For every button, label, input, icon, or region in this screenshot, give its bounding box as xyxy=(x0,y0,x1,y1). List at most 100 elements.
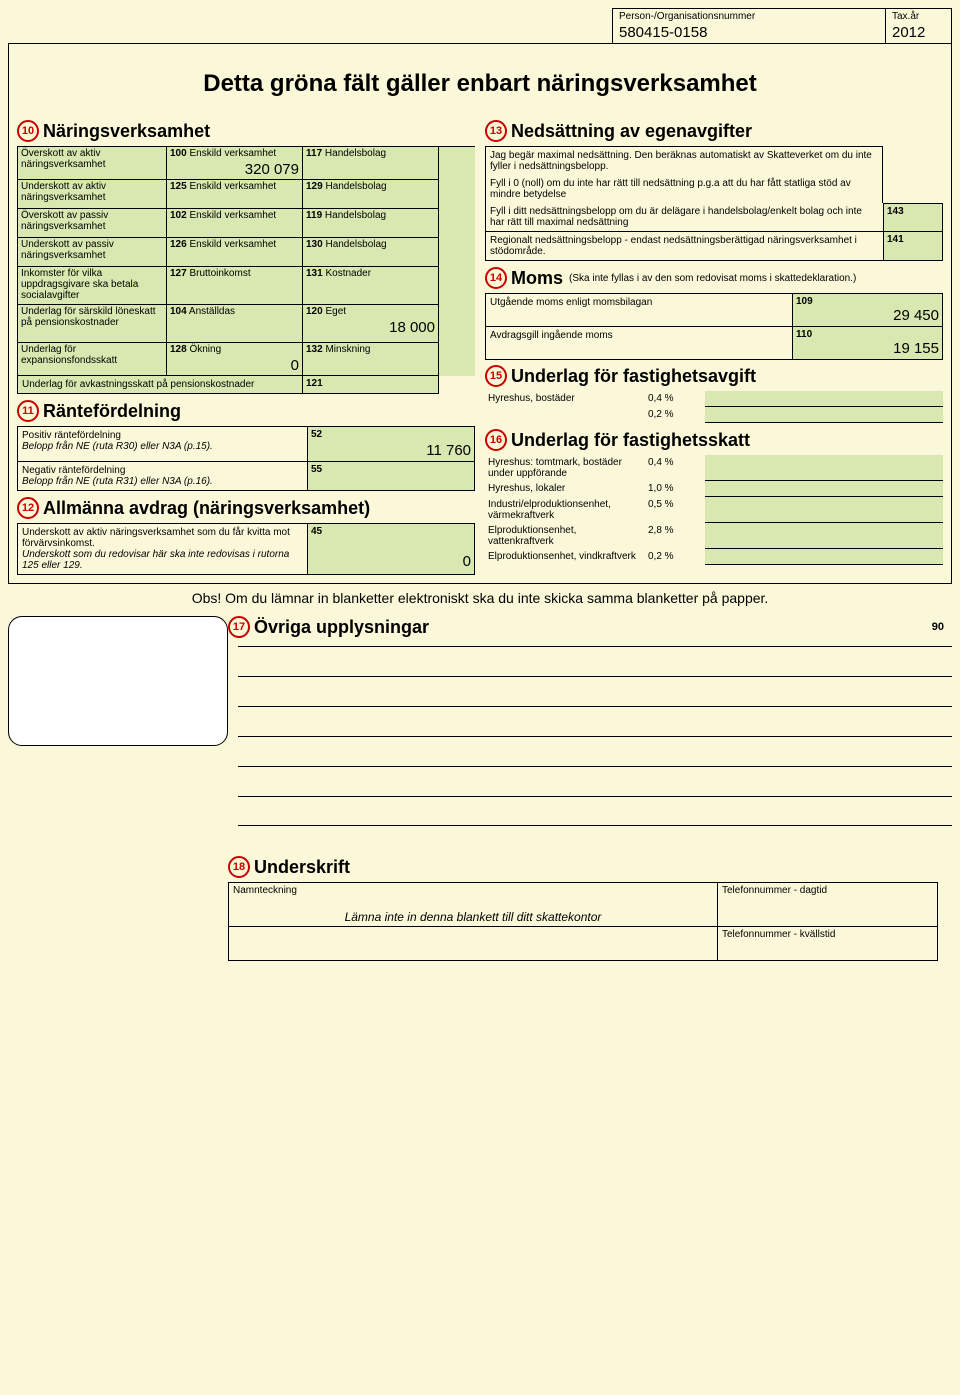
s18-tel2[interactable]: Telefonnummer - kvällstid xyxy=(717,926,937,960)
s16-field[interactable] xyxy=(705,455,943,481)
section-15-title: Underlag för fastighetsavgift xyxy=(511,366,756,387)
s13-p4: Regionalt nedsättningsbelopp - endast ne… xyxy=(485,232,883,261)
section-14-number: 14 xyxy=(485,267,507,289)
s11-neg-field[interactable]: 55 xyxy=(307,461,475,491)
s13-code-143[interactable]: 143 xyxy=(883,203,943,232)
s16-grid: Hyreshus: tomtmark, bostäder under uppfö… xyxy=(485,455,943,565)
section-16-number: 16 xyxy=(485,429,507,451)
s12-text: Underskott av aktiv näringsverksamhet so… xyxy=(17,523,307,575)
s10-field[interactable]: 131 Kostnader xyxy=(303,267,439,305)
s14-r1-field[interactable]: 109 29 450 xyxy=(792,294,942,326)
s10-field[interactable]: 117 Handelsbolag xyxy=(303,147,439,180)
section-17-number: 17 xyxy=(228,616,250,638)
s16-label: Hyreshus, lokaler xyxy=(485,481,645,497)
s10-field[interactable]: 120 Eget18 000 xyxy=(303,305,439,343)
s16-field[interactable] xyxy=(705,523,943,549)
s16-field[interactable] xyxy=(705,497,943,523)
section-13-title: Nedsättning av egenavgifter xyxy=(511,121,752,142)
section-15-number: 15 xyxy=(485,365,507,387)
page: Person-/Organisationsnummer 580415-0158 … xyxy=(8,8,952,961)
s16-field[interactable] xyxy=(705,481,943,497)
s11-pos-field[interactable]: 52 11 760 xyxy=(307,426,475,462)
section-11-head: 11 Räntefördelning xyxy=(17,400,475,422)
s10-label: Inkomster för vilka uppdragsgivare ska b… xyxy=(17,267,167,305)
s10-field[interactable]: 104 Anställdas xyxy=(167,305,303,343)
s16-field[interactable] xyxy=(705,549,943,565)
s16-label: Elproduktionsenhet, vindkraftverk xyxy=(485,549,645,565)
s10-field[interactable]: 128 Ökning0 xyxy=(167,343,303,376)
section-17-code: 90 xyxy=(932,621,944,633)
section-12-head: 12 Allmänna avdrag (näringsverksamhet) xyxy=(17,497,475,519)
section-18-title: Underskrift xyxy=(254,857,350,878)
s16-pct: 0,4 % xyxy=(645,455,705,481)
s18-tel1[interactable]: Telefonnummer - dagtid xyxy=(717,883,937,926)
avkast-code: 121 xyxy=(303,376,439,394)
header-box: Person-/Organisationsnummer 580415-0158 … xyxy=(612,8,952,44)
section-10-grid: Överskott av aktiv näringsverksamhet100 … xyxy=(17,146,475,376)
s16-pct: 0,2 % xyxy=(645,549,705,565)
main-box: Detta gröna fält gäller enbart näringsve… xyxy=(8,43,952,584)
section-18-head: 18 Underskrift xyxy=(228,856,938,878)
section-16-title: Underlag för fastighetsskatt xyxy=(511,430,750,451)
s14-r2-field[interactable]: 110 19 155 xyxy=(792,327,942,359)
s10-label: Överskott av passiv näringsverksamhet xyxy=(17,209,167,238)
s10-field[interactable]: 130 Handelsbolag xyxy=(303,238,439,267)
notes-lines[interactable] xyxy=(238,646,952,826)
avkast-label: Underlag för avkastningsskatt på pension… xyxy=(17,376,303,394)
s16-pct: 2,8 % xyxy=(645,523,705,549)
section-18-number: 18 xyxy=(228,856,250,878)
s10-label: Underskott av aktiv näringsverksamhet xyxy=(17,180,167,209)
s14-sub: (Ska inte fyllas i av den som redovisat … xyxy=(569,273,856,284)
s12-field[interactable]: 45 0 xyxy=(307,523,475,575)
s13-p2: Fyll i 0 (noll) om du inte har rätt till… xyxy=(485,175,883,203)
s15-field-1[interactable] xyxy=(705,391,943,407)
section-12-title: Allmänna avdrag (näringsverksamhet) xyxy=(43,498,370,519)
s10-label: Underskott av passiv näringsverksamhet xyxy=(17,238,167,267)
section-17-title: Övriga upplysningar xyxy=(254,617,429,638)
section-11-title: Räntefördelning xyxy=(43,401,181,422)
s10-field[interactable]: 119 Handelsbolag xyxy=(303,209,439,238)
section-17-head: 17 Övriga upplysningar 90 xyxy=(228,616,952,638)
s10-label: Underlag för särskild löneskatt på pensi… xyxy=(17,305,167,343)
year-value: 2012 xyxy=(892,22,945,41)
s10-field[interactable]: 100 Enskild verksamhet320 079 xyxy=(167,147,303,180)
s15-grid: Hyreshus, bostäder 0,4 % 0,2 % xyxy=(485,391,943,423)
section-14-title: Moms xyxy=(511,268,563,289)
freeform-box[interactable] xyxy=(8,616,228,746)
s18-sign-cell[interactable]: Namnteckning Lämna inte in denna blanket… xyxy=(229,883,717,926)
s13-code-141[interactable]: 141 xyxy=(883,232,943,261)
section-10-head: 10 Näringsverksamhet xyxy=(17,120,475,142)
s10-field[interactable]: 127 Bruttoinkomst xyxy=(167,267,303,305)
s11-neg-text: Negativ räntefördelning Belopp från NE (… xyxy=(17,461,307,491)
s10-field[interactable]: 102 Enskild verksamhet xyxy=(167,209,303,238)
section-13-number: 13 xyxy=(485,120,507,142)
s16-label: Hyreshus: tomtmark, bostäder under uppfö… xyxy=(485,455,645,481)
s11-pos-text: Positiv räntefördelning Belopp från NE (… xyxy=(17,426,307,462)
s10-field[interactable]: 129 Handelsbolag xyxy=(303,180,439,209)
s14-r1-label: Utgående moms enligt momsbilagan xyxy=(486,294,792,326)
id-value: 580415-0158 xyxy=(619,22,879,41)
s13-p3: Fyll i ditt nedsättningsbelopp om du är … xyxy=(485,203,883,232)
section-12-number: 12 xyxy=(17,497,39,519)
section-11-number: 11 xyxy=(17,400,39,422)
section-10-number: 10 xyxy=(17,120,39,142)
s10-field[interactable]: 125 Enskild verksamhet xyxy=(167,180,303,209)
s16-label: Industri/elproduktionsenhet, värmekraftv… xyxy=(485,497,645,523)
main-title: Detta gröna fält gäller enbart näringsve… xyxy=(17,70,943,98)
note-text: Obs! Om du lämnar in blanketter elektron… xyxy=(8,590,952,606)
s10-field[interactable]: 132 Minskning xyxy=(303,343,439,376)
section-15-head: 15 Underlag för fastighetsavgift xyxy=(485,365,943,387)
section-18: 18 Underskrift Namnteckning Lämna inte i… xyxy=(228,856,938,961)
s14-r2-label: Avdragsgill ingående moms xyxy=(486,327,792,359)
year-label: Tax.år xyxy=(892,11,945,22)
s16-pct: 1,0 % xyxy=(645,481,705,497)
id-label: Person-/Organisationsnummer xyxy=(619,11,879,22)
s10-field[interactable]: 126 Enskild verksamhet xyxy=(167,238,303,267)
s16-pct: 0,5 % xyxy=(645,497,705,523)
section-14-head: 14 Moms (Ska inte fyllas i av den som re… xyxy=(485,267,943,289)
section-16-head: 16 Underlag för fastighetsskatt xyxy=(485,429,943,451)
s16-label: Elproduktionsenhet, vattenkraftverk xyxy=(485,523,645,549)
section-10-title: Näringsverksamhet xyxy=(43,121,210,142)
s13-p1: Jag begär maximal nedsättning. Den beräk… xyxy=(485,146,883,175)
s15-field-2[interactable] xyxy=(705,407,943,423)
